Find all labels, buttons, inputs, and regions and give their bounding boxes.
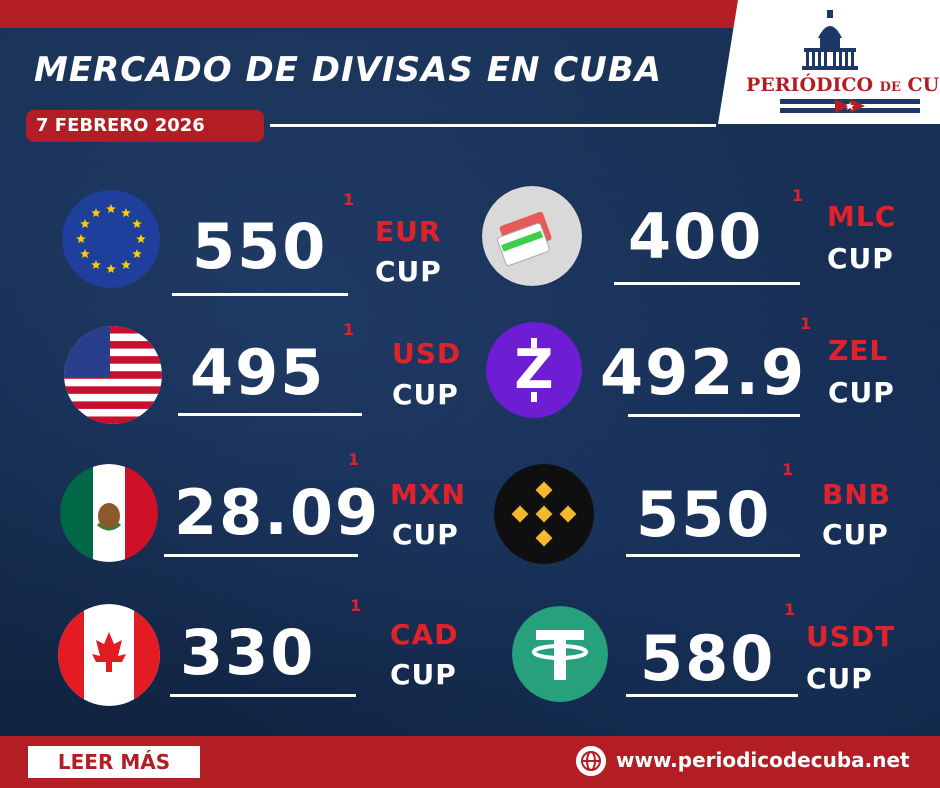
rate-value-mxn: 28.09: [174, 476, 381, 549]
rate-value-mlc: 400: [628, 200, 764, 273]
currency-code-mxn: MXN: [390, 478, 466, 511]
logo-main: PERIÓDICO: [746, 74, 874, 96]
rate-footnote: 1: [348, 450, 360, 469]
currency-code-usdt: USDT: [806, 620, 896, 653]
page-title: MERCADO DE DIVISAS EN CUBA: [34, 50, 663, 90]
mlc-card-icon: [482, 186, 582, 286]
header-divider: [270, 124, 716, 127]
svg-text:Z: Z: [514, 338, 553, 401]
rate-footnote: 1: [350, 596, 362, 615]
tether-icon: [512, 606, 608, 702]
cuban-flag-stripe-icon: [780, 99, 920, 113]
currency-code-eur: EUR: [375, 215, 442, 248]
rate-footnote: 1: [784, 600, 796, 619]
rate-footnote: 1: [782, 460, 794, 479]
date-badge: 7 FEBRERO 2026: [26, 110, 264, 142]
canada-flag-icon: [58, 604, 160, 706]
currency-cup-label: CUP: [827, 242, 894, 275]
currency-cup-label: CUP: [390, 658, 457, 691]
rate-footnote: 1: [792, 186, 804, 205]
logo-de: DE: [879, 80, 901, 95]
rate-value-zel: 492.9: [600, 336, 807, 409]
rate-value-cad: 330: [180, 616, 316, 689]
rate-underline: [164, 554, 358, 557]
currency-code-mlc: MLC: [827, 200, 897, 233]
website-link[interactable]: www.periodicodecuba.net: [616, 748, 910, 772]
rate-underline: [178, 413, 362, 416]
logo-cuba: CUBA: [907, 74, 940, 96]
rate-value-eur: 550: [192, 210, 328, 283]
eu-flag-icon: [62, 190, 160, 288]
rate-value-usd: 495: [190, 336, 326, 409]
currency-cup-label: CUP: [828, 376, 895, 409]
capitol-building-icon: [802, 10, 858, 70]
currency-cup-label: CUP: [822, 518, 889, 551]
currency-cup-label: CUP: [375, 255, 442, 288]
currency-code-cad: CAD: [390, 618, 459, 651]
currency-code-zel: ZEL: [828, 334, 889, 367]
binance-icon: [494, 464, 594, 564]
mexico-flag-icon: [60, 464, 158, 562]
currency-cup-label: CUP: [392, 378, 459, 411]
rate-underline: [172, 293, 348, 296]
currency-cup-label: CUP: [806, 662, 873, 695]
rate-underline: [614, 282, 800, 285]
leer-mas-button[interactable]: LEER MÁS: [28, 746, 200, 778]
rate-underline: [628, 414, 800, 417]
us-flag-icon: [64, 326, 162, 424]
logo-wordmark: PERIÓDICO DE CUBA: [746, 74, 940, 96]
rate-footnote: 1: [343, 190, 355, 209]
globe-icon: [576, 746, 606, 776]
rate-underline: [626, 554, 800, 557]
currency-code-usd: USD: [392, 337, 462, 370]
rate-underline: [170, 694, 356, 697]
top-red-bar: [0, 0, 740, 28]
currency-code-bnb: BNB: [822, 478, 892, 511]
rate-footnote: 1: [800, 314, 812, 333]
rate-underline: [626, 694, 798, 697]
rate-value-bnb: 550: [636, 478, 772, 551]
zelle-icon: Z: [486, 322, 582, 418]
rate-footnote: 1: [343, 320, 355, 339]
currency-cup-label: CUP: [392, 518, 459, 551]
rate-value-usdt: 580: [640, 622, 776, 695]
